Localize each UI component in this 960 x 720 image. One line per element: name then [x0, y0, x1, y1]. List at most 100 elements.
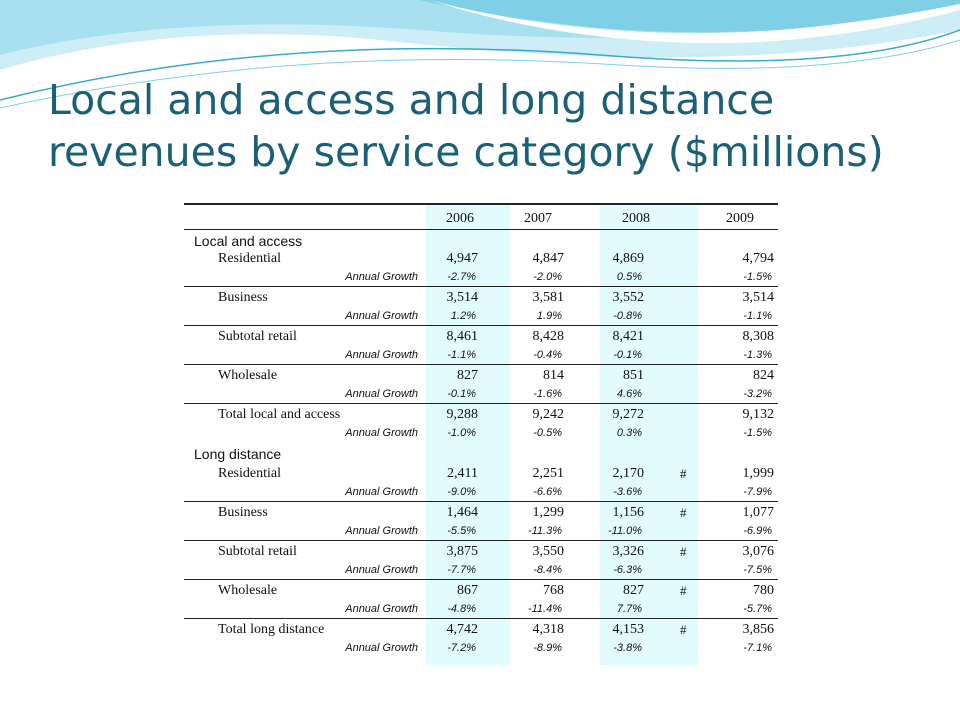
growth-cell: -8.9%	[533, 642, 562, 654]
growth-cell: -5.5%	[447, 525, 476, 537]
year-header: 2007	[524, 211, 552, 226]
value-cell: 4,153	[612, 622, 645, 637]
row-rule	[184, 501, 778, 502]
footnote-mark: #	[680, 622, 687, 637]
row-label: Residential	[218, 466, 281, 481]
value-cell: 9,132	[742, 407, 775, 422]
growth-cell: -0.5%	[533, 427, 562, 439]
slide-title: Local and access and long distance reven…	[48, 76, 884, 176]
value-cell: 4,947	[446, 251, 479, 266]
footnote-mark: #	[680, 583, 687, 598]
growth-cell: -1.5%	[743, 427, 772, 439]
growth-cell: -1.6%	[533, 388, 562, 400]
growth-cell: -1.1%	[447, 349, 476, 361]
value-cell: 4,742	[446, 622, 479, 637]
value-cell: 851	[623, 368, 644, 383]
growth-cell: -1.0%	[447, 427, 476, 439]
value-cell: 1,077	[742, 505, 775, 520]
growth-cell: -2.7%	[447, 271, 476, 283]
growth-cell: -6.9%	[743, 525, 772, 537]
growth-cell: -0.8%	[613, 310, 642, 322]
value-cell: 9,242	[532, 407, 565, 422]
value-cell: 3,550	[532, 544, 565, 559]
header-rule	[184, 229, 778, 230]
value-cell: 4,847	[532, 251, 565, 266]
growth-cell: -11.0%	[607, 525, 642, 537]
year-header: 2008	[622, 211, 650, 226]
row-label: Residential	[218, 251, 281, 266]
row-label: Business	[218, 290, 268, 305]
value-cell: 1,156	[612, 505, 645, 520]
value-cell: 2,411	[447, 466, 478, 481]
value-cell: 3,581	[532, 290, 565, 305]
growth-cell: -5.7%	[743, 603, 772, 615]
value-cell: 9,288	[446, 407, 479, 422]
row-rule	[184, 325, 778, 326]
value-cell: 867	[457, 583, 478, 598]
row-label: Subtotal retail	[218, 544, 297, 559]
value-cell: 9,272	[612, 407, 645, 422]
value-cell: 4,794	[742, 251, 775, 266]
swoosh-line-2	[0, 39, 960, 109]
value-cell: 2,251	[532, 466, 565, 481]
row-rule	[184, 403, 778, 404]
growth-cell: -11.3%	[527, 525, 562, 537]
growth-cell: -7.2%	[447, 642, 476, 654]
growth-cell: -7.1%	[743, 642, 772, 654]
value-cell: 780	[753, 583, 774, 598]
value-cell: 3,514	[742, 290, 775, 305]
growth-label: Annual Growth	[345, 486, 418, 498]
row-rule	[184, 286, 778, 287]
value-cell: 768	[543, 583, 564, 598]
growth-label: Annual Growth	[345, 427, 418, 439]
swoosh-band-bright	[420, 0, 960, 33]
growth-cell: -6.6%	[533, 486, 562, 498]
value-cell: 4,869	[612, 251, 645, 266]
header-swoosh-decoration	[0, 0, 960, 109]
value-cell: 3,326	[612, 544, 645, 559]
section-label: Long distance	[194, 446, 282, 462]
row-label: Business	[218, 505, 268, 520]
value-cell: 1,299	[532, 505, 565, 520]
growth-cell: -3.2%	[743, 388, 772, 400]
growth-cell: -7.9%	[743, 486, 772, 498]
column-shading	[600, 203, 698, 665]
growth-label: Annual Growth	[345, 310, 418, 322]
year-header: 2009	[726, 211, 754, 226]
value-cell: 814	[543, 368, 564, 383]
value-cell: 827	[623, 583, 644, 598]
growth-cell: 7.7%	[616, 603, 642, 615]
swoosh-line-1	[0, 29, 960, 101]
growth-cell: -0.1%	[447, 388, 476, 400]
growth-label: Annual Growth	[345, 388, 418, 400]
value-cell: 3,856	[742, 622, 775, 637]
value-cell: 3,514	[446, 290, 479, 305]
row-rule	[184, 579, 778, 580]
row-rule	[184, 540, 778, 541]
value-cell: 827	[457, 368, 478, 383]
value-cell: 8,461	[446, 329, 479, 344]
value-cell: 1,999	[742, 466, 775, 481]
growth-cell: -9.0%	[447, 486, 476, 498]
growth-cell: -1.3%	[743, 349, 772, 361]
growth-label: Annual Growth	[345, 564, 418, 576]
table-top-rule	[184, 203, 778, 205]
growth-label: Annual Growth	[345, 525, 418, 537]
value-cell: 3,076	[742, 544, 775, 559]
growth-cell: 0.5%	[616, 271, 642, 283]
growth-cell: -4.8%	[447, 603, 476, 615]
value-cell: 1,464	[446, 505, 479, 520]
growth-cell: 1.9%	[536, 310, 562, 322]
row-rule	[184, 618, 778, 619]
column-shading	[426, 203, 510, 665]
section-label: Local and access	[194, 233, 303, 249]
growth-cell: -6.3%	[613, 564, 642, 576]
growth-cell: -7.7%	[447, 564, 476, 576]
growth-label: Annual Growth	[345, 271, 418, 283]
growth-label: Annual Growth	[345, 603, 418, 615]
growth-cell: -2.0%	[533, 271, 562, 283]
row-rule	[184, 364, 778, 365]
row-label: Total local and access	[218, 407, 341, 422]
growth-cell: -3.8%	[613, 642, 642, 654]
growth-cell: -7.5%	[743, 564, 772, 576]
